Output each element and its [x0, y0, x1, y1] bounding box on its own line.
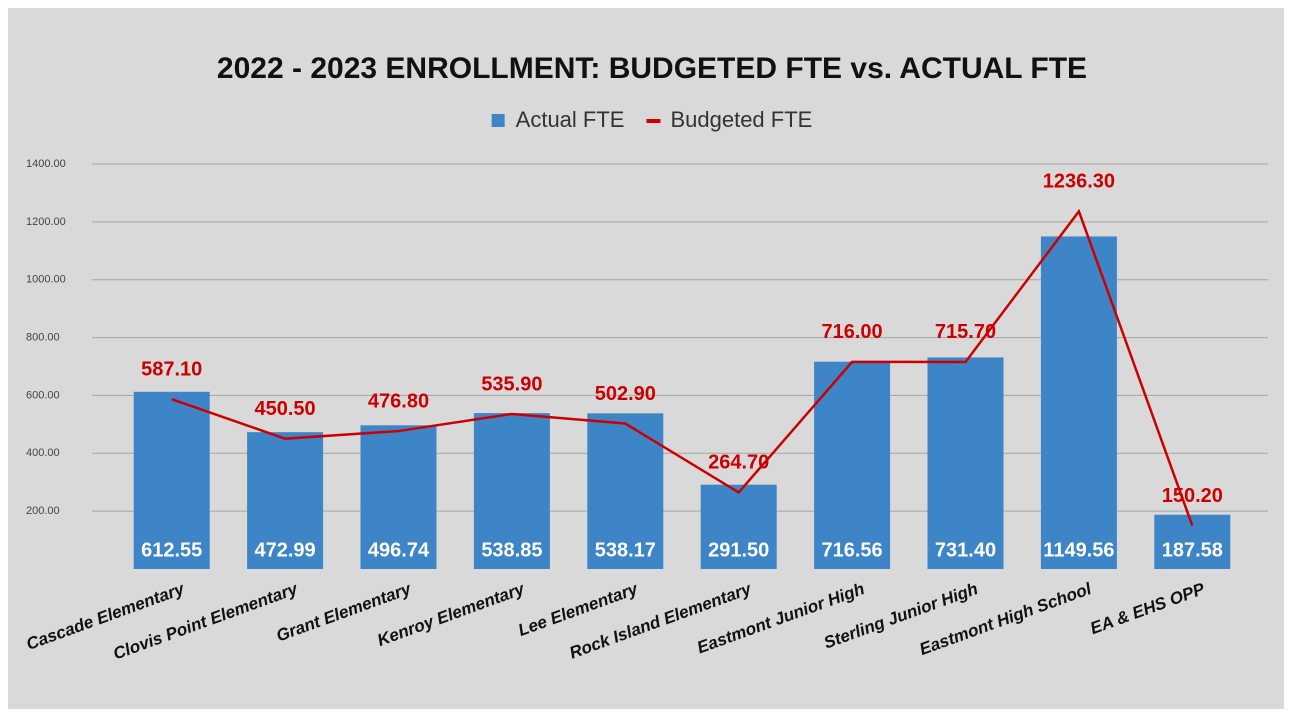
- line-value-label: 150.20: [1162, 485, 1223, 507]
- bar: [473, 413, 550, 569]
- bar-value-label: 538.17: [595, 539, 656, 561]
- y-tick-label: 600.00: [26, 389, 60, 401]
- chart-title: 2022 - 2023 ENROLLMENT: BUDGETED FTE vs.…: [217, 52, 1087, 85]
- bar: [360, 425, 437, 569]
- bar: [927, 357, 1004, 569]
- y-tick-label: 400.00: [26, 447, 60, 459]
- y-tick-label: 1400.00: [26, 158, 66, 170]
- line-value-label: 450.50: [255, 398, 316, 420]
- line-value-label: 264.70: [708, 452, 769, 474]
- legend-swatch: [646, 119, 661, 123]
- bar: [1040, 236, 1117, 569]
- bar-value-label: 291.50: [708, 539, 769, 561]
- bar: [814, 361, 891, 569]
- legend: Actual FTE Budgeted FTE: [491, 107, 812, 132]
- y-tick-label: 800.00: [26, 331, 60, 343]
- line-value-label: 716.00: [822, 321, 883, 343]
- bar-value-label: 716.56: [822, 539, 883, 561]
- y-tick-label: 1200.00: [26, 216, 66, 228]
- y-tick-label: 200.00: [26, 505, 60, 517]
- bar-value-label: 612.55: [141, 539, 202, 561]
- line-value-label: 476.80: [368, 390, 429, 412]
- legend-swatch: [491, 114, 505, 127]
- line: [171, 208, 1194, 526]
- line-value-label: 715.70: [935, 321, 996, 343]
- y-tick-label: 1000.00: [26, 274, 66, 286]
- line-value-label: 502.90: [595, 383, 656, 405]
- line-value-label: 535.90: [481, 373, 542, 395]
- line-value-label: 1236.30: [1043, 171, 1115, 193]
- bar-value-label: 731.40: [935, 539, 996, 561]
- bar-value-label: 187.58: [1162, 539, 1223, 561]
- bar: [133, 391, 210, 569]
- bar-value-label: 496.74: [368, 539, 430, 561]
- line-value-label: 587.10: [141, 358, 202, 380]
- bar-value-label: 472.99: [255, 539, 316, 561]
- bar: [247, 432, 324, 569]
- legend-label: Budgeted FTE: [670, 107, 812, 132]
- bar: [700, 484, 777, 569]
- bar-value-label: 538.85: [481, 539, 542, 561]
- legend-label: Actual FTE: [516, 107, 625, 132]
- bar-value-label: 1149.56: [1043, 539, 1114, 561]
